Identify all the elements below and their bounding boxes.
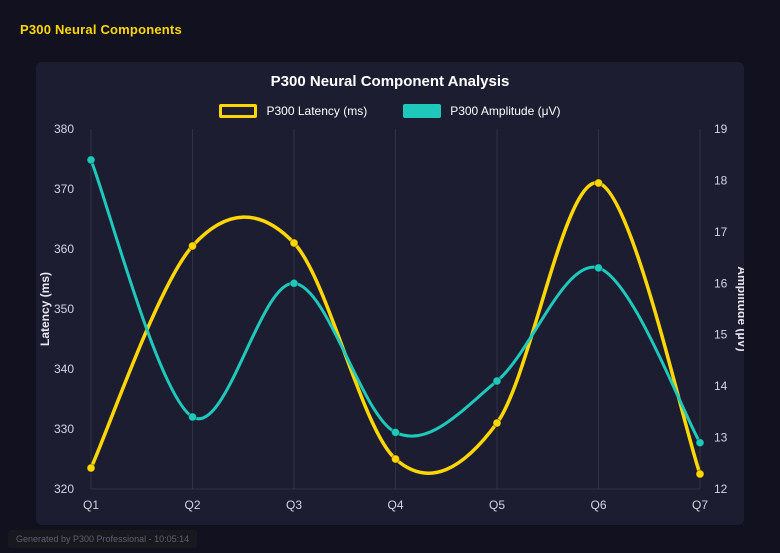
- data-point: [594, 178, 603, 188]
- x-tick-label: Q7: [692, 498, 708, 512]
- x-tick-label: Q1: [83, 498, 99, 512]
- right-axis-title: Amplitude (μV): [735, 266, 744, 351]
- p300-amplitude-v-points: [86, 155, 705, 448]
- data-point: [289, 278, 299, 288]
- data-point: [188, 241, 197, 251]
- footer-note: Generated by P300 Professional - 10:05:1…: [8, 530, 198, 548]
- legend-label-p300-amplitude-v: P300 Amplitude (μV): [450, 104, 561, 118]
- x-tick-label: Q4: [387, 498, 403, 512]
- left-tick-label: 370: [54, 182, 74, 196]
- left-tick-label: 350: [54, 302, 74, 316]
- x-tick-label: Q5: [489, 498, 505, 512]
- data-point: [86, 463, 96, 473]
- legend-item-p300-latency-ms[interactable]: P300 Latency (ms): [219, 104, 367, 118]
- chart-panel: 320 330 340 350 360 370 380 12 13 14 15 16 17 18 19 Q1 Q…: [36, 62, 744, 525]
- chart-legend: P300 Latency (ms) P300 Amplitude (μV): [36, 104, 744, 118]
- right-axis-ticks: 12 13 14 15 16 17 18 19: [714, 122, 728, 496]
- right-tick-label: 12: [714, 482, 728, 496]
- chart-title: P300 Neural Component Analysis: [270, 73, 510, 90]
- left-tick-label: 380: [54, 122, 74, 136]
- data-point: [594, 263, 603, 273]
- data-point: [492, 418, 502, 428]
- legend-swatch-p300-latency-ms: [219, 104, 258, 118]
- x-tick-label: Q2: [184, 498, 200, 512]
- left-tick-label: 320: [54, 482, 74, 496]
- right-tick-label: 17: [714, 225, 728, 239]
- legend-label-p300-latency-ms: P300 Latency (ms): [266, 104, 368, 118]
- right-tick-label: 15: [714, 328, 728, 342]
- data-point: [188, 412, 197, 422]
- data-point: [391, 427, 400, 437]
- legend-item-p300-amplitude-v[interactable]: P300 Amplitude (μV): [403, 104, 561, 118]
- left-tick-label: 340: [54, 362, 74, 376]
- data-point: [492, 376, 502, 386]
- right-tick-label: 19: [714, 122, 728, 136]
- data-point: [695, 469, 705, 479]
- right-tick-label: 14: [714, 379, 728, 393]
- x-tick-label: Q6: [590, 498, 606, 512]
- data-point: [86, 155, 96, 165]
- x-axis-ticks: Q1 Q2 Q3 Q4 Q5 Q6 Q7: [83, 498, 708, 512]
- data-point: [289, 238, 299, 248]
- page-title: P300 Neural Components: [20, 22, 182, 37]
- right-tick-label: 13: [714, 431, 728, 445]
- x-tick-label: Q3: [286, 498, 302, 512]
- right-tick-label: 18: [714, 173, 728, 187]
- legend-swatch-p300-amplitude-v: [403, 104, 442, 118]
- right-tick-label: 16: [714, 276, 728, 290]
- left-tick-label: 330: [54, 422, 74, 436]
- left-axis-ticks: 320 330 340 350 360 370 380: [54, 122, 74, 496]
- p300-latency-ms-points: [86, 178, 705, 479]
- left-tick-label: 360: [54, 242, 74, 256]
- grid-lines: [90, 129, 701, 490]
- data-point: [391, 454, 400, 464]
- left-axis-title: Latency (ms): [38, 272, 52, 346]
- data-point: [695, 438, 705, 448]
